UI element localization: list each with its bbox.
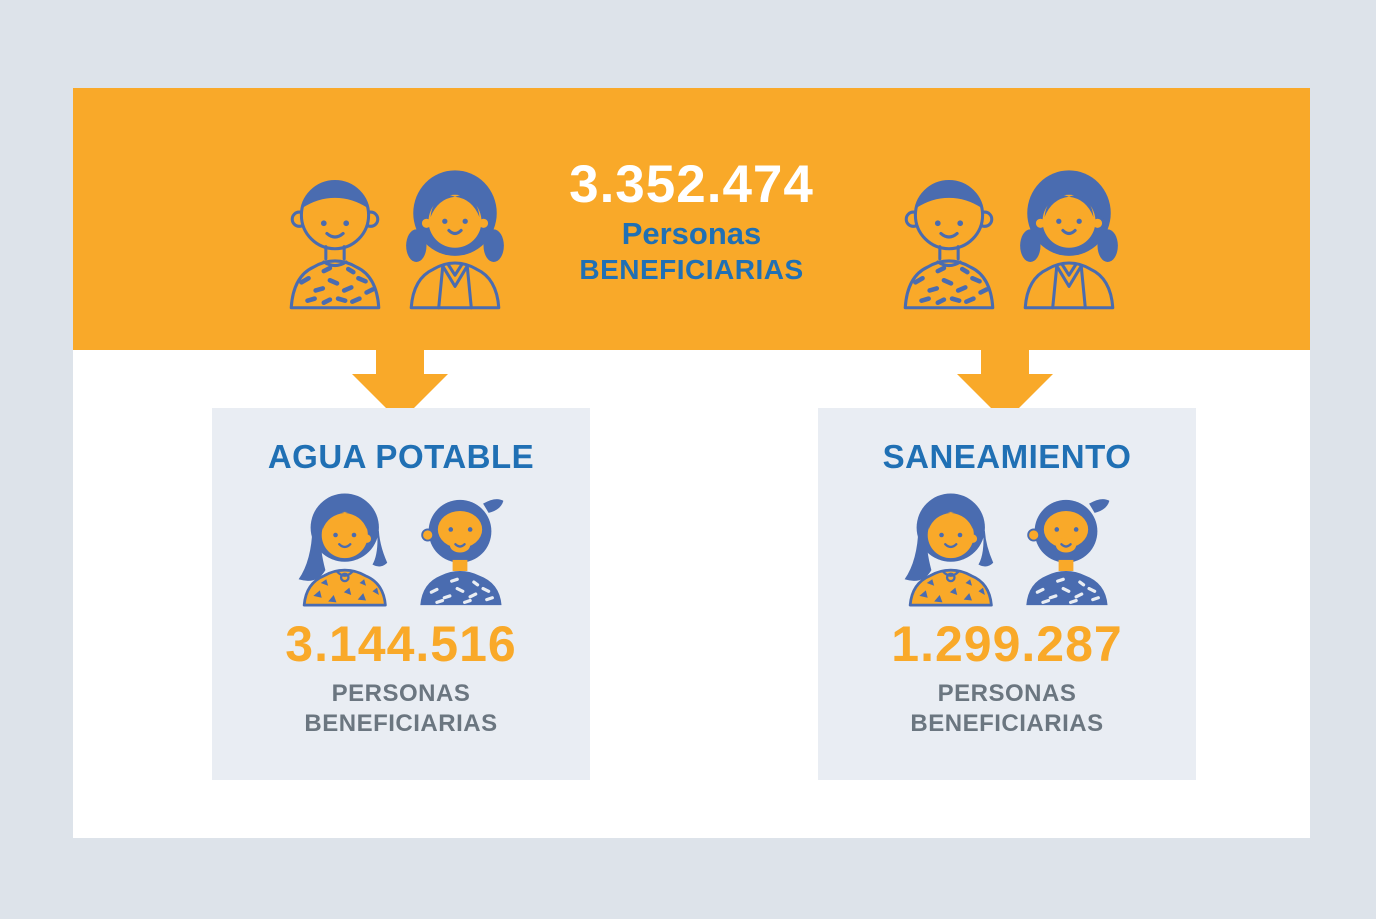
card-saneamiento: SANEAMIENTO 1.299.287 PERSONAS BENEFICIA… xyxy=(818,408,1196,780)
card-title: AGUA POTABLE xyxy=(267,438,535,475)
man-icon xyxy=(279,162,391,310)
card-agua-potable: AGUA POTABLE 3.144.516 PERSONAS BENEFICI… xyxy=(212,408,590,780)
header-total-block: 3.352.474 Personas BENEFICIARIAS xyxy=(482,158,902,284)
card-beneficiaries-value: 1.299.287 xyxy=(891,616,1123,672)
man-icon xyxy=(893,162,1005,310)
down-arrow-icon xyxy=(957,348,1053,422)
card-beneficiaries-value: 3.144.516 xyxy=(285,616,517,672)
card-beneficiaries-label: PERSONAS BENEFICIARIAS xyxy=(818,679,1196,739)
card-beneficiaries-label: PERSONAS BENEFICIARIAS xyxy=(212,679,590,739)
card-label-line1: PERSONAS xyxy=(937,680,1077,707)
header-band: 3.352.474 Personas BENEFICIARIAS xyxy=(73,88,1310,350)
card-label-line2: BENEFICIARIAS xyxy=(304,710,498,737)
woman-icon xyxy=(903,492,995,607)
card-label-line1: PERSONAS xyxy=(331,680,471,707)
card-people-icons xyxy=(212,487,590,607)
card-title: SANEAMIENTO xyxy=(882,438,1132,475)
card-people-icons xyxy=(818,487,1196,607)
total-beneficiaries-label-line2: BENEFICIARIAS xyxy=(579,254,804,285)
man-icon xyxy=(418,497,505,607)
total-beneficiaries-value: 3.352.474 xyxy=(569,155,814,214)
down-arrow-icon xyxy=(352,348,448,422)
man-icon xyxy=(1024,497,1112,607)
total-beneficiaries-label-line1: Personas xyxy=(621,216,762,251)
header-people-icons-right xyxy=(893,162,1125,310)
woman-icon xyxy=(1018,168,1120,310)
card-label-line2: BENEFICIARIAS xyxy=(910,710,1104,737)
woman-icon xyxy=(297,492,389,607)
header-people-icons-left xyxy=(279,162,511,310)
